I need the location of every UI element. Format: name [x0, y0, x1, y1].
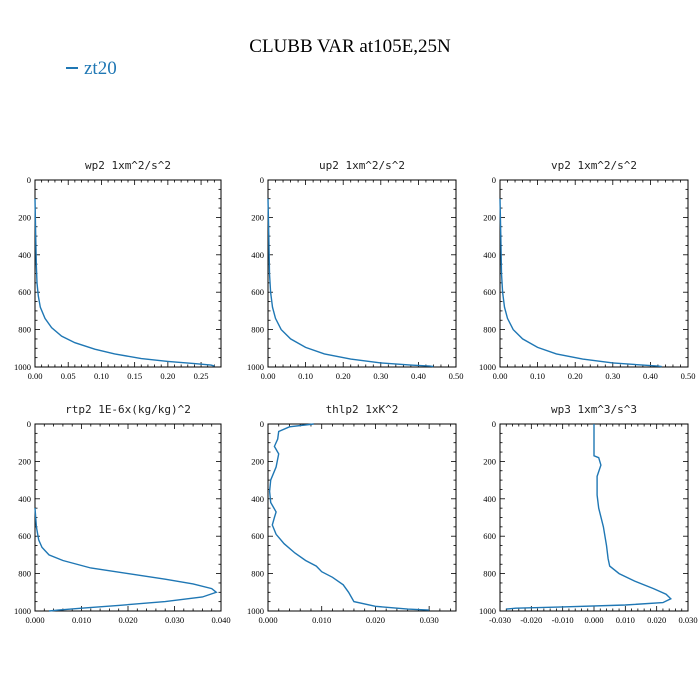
- x-tick-label: 0.50: [449, 371, 464, 381]
- y-tick-label: 400: [18, 250, 31, 260]
- series-line-zt20: [268, 423, 430, 611]
- y-tick-label: 1000: [14, 606, 31, 616]
- y-tick-label: 0: [27, 419, 31, 429]
- x-tick-label: 0.00: [261, 371, 276, 381]
- x-tick-label: 0.000: [584, 615, 603, 625]
- y-tick-label: 0: [260, 419, 264, 429]
- y-tick-label: 600: [483, 531, 496, 541]
- plot-frame: [34, 179, 222, 368]
- y-tick-label: 200: [18, 456, 31, 466]
- x-tick-label: 0.020: [118, 615, 137, 625]
- x-tick-label: 0.000: [25, 615, 44, 625]
- y-tick-label: 200: [18, 212, 31, 222]
- y-tick-label: 400: [251, 494, 264, 504]
- series-line-zt20: [34, 198, 215, 367]
- legend-label: zt20: [84, 58, 117, 79]
- x-tick-label: 0.20: [336, 371, 351, 381]
- series-line-zt20: [34, 508, 218, 612]
- y-tick-label: 1000: [247, 362, 264, 372]
- y-tick-label: 400: [483, 250, 496, 260]
- x-tick-label: -0.010: [552, 615, 574, 625]
- y-tick-label: 800: [18, 569, 31, 579]
- series-line-zt20: [267, 198, 434, 368]
- plot-frame: [499, 179, 689, 368]
- y-tick-label: 800: [483, 325, 496, 335]
- y-tick-label: 800: [251, 569, 264, 579]
- x-tick-label: 0.00: [493, 371, 508, 381]
- chart-panel-5: thlp2 1xK^2 0.000 0.010 0.020 0.030 0 200 400 60…: [247, 403, 457, 625]
- y-tick-label: 600: [483, 287, 496, 297]
- x-tick-label: 0.30: [605, 371, 620, 381]
- y-tick-label: 0: [27, 175, 31, 185]
- x-tick-label: 0.15: [127, 371, 142, 381]
- y-tick-label: 800: [251, 325, 264, 335]
- plot-frame: [267, 179, 457, 368]
- y-tick-label: 0: [492, 419, 496, 429]
- figure-title: CLUBB VAR at105E,25N: [249, 36, 451, 57]
- panel-title: vp2 1xm^2/s^2: [551, 159, 637, 172]
- x-tick-label: -0.030: [489, 615, 511, 625]
- y-tick-label: 200: [483, 456, 496, 466]
- panel-title: up2 1xm^2/s^2: [319, 159, 405, 172]
- panel-title: thlp2 1xK^2: [326, 403, 399, 416]
- y-tick-label: 1000: [247, 606, 264, 616]
- x-tick-label: 0.030: [678, 615, 697, 625]
- y-tick-label: 1000: [479, 606, 496, 616]
- panel-title: wp3 1xm^3/s^3: [551, 403, 637, 416]
- plot-frame: [267, 423, 457, 612]
- x-tick-label: 0.000: [258, 615, 277, 625]
- x-tick-label: 0.030: [420, 615, 439, 625]
- legend-line-swatch: [66, 66, 78, 69]
- x-tick-label: 0.010: [616, 615, 635, 625]
- x-tick-label: 0.05: [61, 371, 76, 381]
- x-tick-label: 0.020: [366, 615, 385, 625]
- y-tick-label: 200: [483, 212, 496, 222]
- x-tick-label: 0.00: [28, 371, 43, 381]
- chart-panel-6: wp3 1xm^3/s^3 -0.030 -0.020 -0.010 0.000 0.01…: [479, 403, 698, 625]
- x-tick-label: 0.020: [647, 615, 666, 625]
- x-tick-label: 0.25: [194, 371, 209, 381]
- series-line-zt20: [506, 424, 673, 610]
- panel-title: wp2 1xm^2/s^2: [85, 159, 171, 172]
- y-tick-label: 400: [18, 494, 31, 504]
- y-tick-label: 800: [483, 569, 496, 579]
- panel-title: rtp2 1E-6x(kg/kg)^2: [65, 403, 191, 416]
- x-tick-label: 0.040: [211, 615, 230, 625]
- chart-panel-1: wp2 1xm^2/s^2 0.00 0.05 0.10 0.15 0.20 0.25 0 20…: [14, 159, 222, 381]
- series-line-zt20: [499, 198, 662, 368]
- y-tick-label: 600: [18, 287, 31, 297]
- y-tick-label: 600: [251, 287, 264, 297]
- x-tick-label: 0.20: [160, 371, 175, 381]
- x-tick-label: -0.020: [520, 615, 542, 625]
- x-tick-label: 0.40: [411, 371, 426, 381]
- x-tick-label: 0.010: [72, 615, 91, 625]
- y-tick-label: 600: [251, 531, 264, 541]
- y-tick-label: 1000: [14, 362, 31, 372]
- y-tick-label: 800: [18, 325, 31, 335]
- y-tick-label: 0: [492, 175, 496, 185]
- plot-frame: [34, 423, 222, 612]
- y-tick-label: 400: [251, 250, 264, 260]
- x-tick-label: 0.10: [530, 371, 545, 381]
- chart-panel-4: rtp2 1E-6x(kg/kg)^2 0.000 0.010 0.020 0.030 0…: [14, 403, 231, 625]
- y-tick-label: 600: [18, 531, 31, 541]
- y-tick-label: 200: [251, 212, 264, 222]
- y-tick-label: 1000: [479, 362, 496, 372]
- y-tick-label: 200: [251, 456, 264, 466]
- x-tick-label: 0.20: [568, 371, 583, 381]
- x-tick-label: 0.40: [643, 371, 658, 381]
- y-tick-label: 400: [483, 494, 496, 504]
- chart-panel-2: up2 1xm^2/s^2 0.00 0.10 0.20 0.30 0.40 0.50 0 20…: [247, 159, 463, 381]
- legend: zt20: [66, 58, 117, 80]
- x-tick-label: 0.10: [298, 371, 313, 381]
- x-tick-label: 0.10: [94, 371, 109, 381]
- x-tick-label: 0.50: [681, 371, 696, 381]
- x-tick-label: 0.010: [312, 615, 331, 625]
- x-tick-label: 0.30: [373, 371, 388, 381]
- y-tick-label: 0: [260, 175, 264, 185]
- chart-panel-3: vp2 1xm^2/s^2 0.00 0.10 0.20 0.30 0.40 0.50 0 20…: [479, 159, 695, 381]
- x-tick-label: 0.030: [165, 615, 184, 625]
